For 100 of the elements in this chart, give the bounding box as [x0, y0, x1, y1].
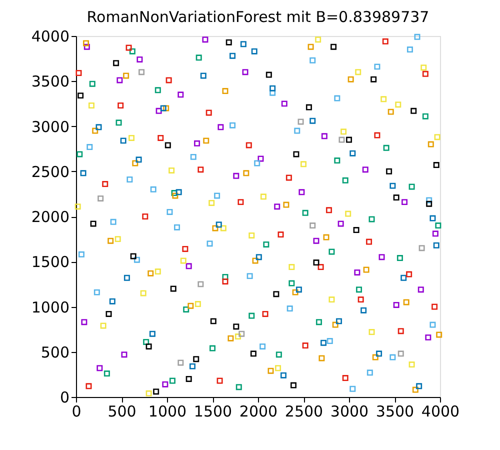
point — [348, 76, 354, 82]
y-tick-label: 2500 — [31, 162, 70, 181]
point — [260, 194, 266, 200]
point — [120, 138, 126, 144]
point — [398, 350, 404, 357]
point — [274, 204, 280, 210]
point — [134, 256, 140, 263]
point — [408, 184, 415, 190]
point — [94, 289, 100, 296]
point — [386, 168, 392, 174]
point — [81, 319, 88, 326]
y-tick-label: 1500 — [31, 253, 70, 272]
point — [396, 255, 403, 262]
point — [86, 144, 93, 150]
point — [160, 105, 166, 112]
point — [248, 312, 255, 319]
point — [80, 170, 86, 176]
point — [263, 241, 270, 248]
point — [376, 350, 382, 357]
point — [334, 95, 340, 102]
y-tick-label: 3000 — [31, 118, 70, 136]
point — [313, 238, 320, 244]
point — [355, 69, 362, 76]
point — [250, 350, 256, 357]
point — [362, 166, 368, 173]
point — [129, 48, 136, 54]
y-tick-label: 4000 — [31, 28, 70, 46]
point — [242, 69, 248, 76]
point — [298, 189, 305, 196]
point — [182, 246, 188, 252]
point — [383, 144, 390, 151]
point — [346, 136, 352, 143]
point — [121, 352, 128, 358]
point — [124, 274, 130, 281]
point — [130, 253, 136, 260]
point — [196, 54, 202, 61]
point — [248, 232, 255, 238]
point — [275, 365, 282, 372]
point — [262, 310, 268, 317]
point — [116, 120, 122, 126]
point — [270, 85, 276, 92]
point — [368, 216, 375, 222]
point — [323, 234, 330, 240]
point — [109, 298, 116, 304]
point — [212, 225, 218, 232]
point — [280, 372, 286, 378]
point — [353, 227, 360, 234]
point — [370, 76, 377, 82]
point — [403, 299, 410, 306]
point — [170, 286, 176, 292]
point — [171, 190, 178, 196]
point — [434, 134, 440, 140]
point — [374, 64, 380, 70]
point — [214, 192, 220, 199]
point — [286, 306, 293, 312]
point — [193, 356, 200, 362]
point — [378, 254, 385, 260]
point — [186, 263, 192, 270]
point — [390, 354, 396, 360]
point — [321, 133, 328, 140]
point — [416, 383, 422, 390]
point — [233, 172, 240, 179]
point — [178, 92, 184, 98]
point — [380, 96, 387, 102]
point — [408, 362, 415, 368]
point — [254, 160, 260, 166]
point — [86, 383, 92, 390]
point — [276, 352, 282, 358]
point — [292, 289, 298, 296]
point — [328, 248, 335, 255]
point — [268, 368, 274, 374]
point — [318, 355, 325, 362]
point — [230, 122, 236, 128]
point — [406, 46, 413, 53]
point — [136, 156, 142, 163]
point — [256, 254, 262, 260]
point — [243, 170, 250, 176]
point — [298, 118, 304, 125]
point — [422, 70, 428, 77]
point — [432, 230, 438, 237]
point — [222, 88, 228, 94]
point — [143, 338, 150, 345]
point — [326, 207, 332, 214]
point — [169, 378, 176, 384]
x-tick-label: 500 — [108, 402, 136, 420]
point — [176, 189, 182, 196]
point — [76, 151, 83, 158]
point — [226, 39, 232, 46]
point — [338, 220, 344, 227]
point — [388, 108, 394, 115]
point — [108, 238, 114, 244]
point — [174, 224, 180, 230]
point — [436, 332, 442, 338]
point — [366, 370, 373, 376]
point — [210, 345, 216, 352]
point — [363, 266, 370, 273]
point — [258, 156, 264, 162]
x-tick-label: 1000 — [148, 402, 187, 420]
point — [302, 342, 308, 349]
chart-title: RomanNonVariationForest mit B=0.83989737 — [86, 8, 430, 26]
